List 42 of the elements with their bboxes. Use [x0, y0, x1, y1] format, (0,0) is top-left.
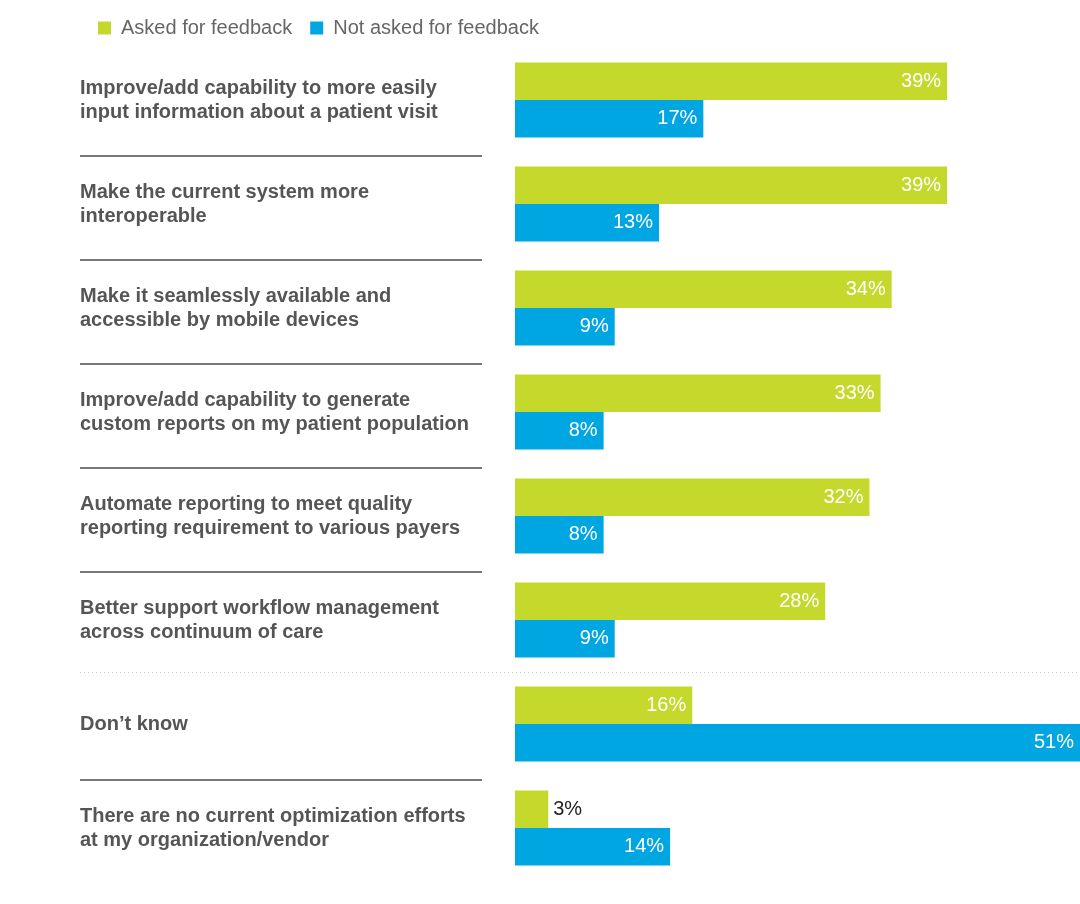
bar: [515, 166, 948, 204]
data-label: 9%: [579, 626, 609, 649]
y-tick-label: Improve/add capability to more easily input information about a patient visit: [80, 75, 439, 122]
data-label: 8%: [568, 418, 598, 441]
y-tick-label: Don’t know: [80, 711, 189, 734]
legend-label: Asked for feedback: [121, 15, 294, 38]
data-label: 14%: [624, 834, 665, 857]
data-label: 33%: [834, 380, 875, 403]
data-label: 39%: [901, 68, 942, 91]
bar: [515, 790, 549, 828]
data-label: 13%: [612, 210, 654, 233]
bar: [515, 582, 826, 620]
bar: [515, 620, 615, 658]
bar: [515, 828, 671, 866]
bar: [515, 412, 604, 450]
data-label: 28%: [779, 588, 820, 611]
data-label: 51%: [1033, 730, 1075, 753]
y-tick-label: Automate reporting to meet quality reporting requirement to various payers: [80, 491, 461, 538]
data-label: 32%: [823, 484, 864, 507]
bar: [515, 308, 615, 346]
y-tick-label: There are no current optimization efforts at my organization/vendor: [80, 803, 466, 850]
legend-label: Not asked for feedback: [333, 15, 540, 38]
bar: [515, 204, 660, 242]
data-label: 3%: [553, 796, 583, 819]
data-label: 8%: [568, 522, 598, 545]
bar: [515, 62, 948, 100]
bar: [515, 270, 892, 308]
bar: [515, 724, 1080, 762]
y-tick-label: Make the current system more interoperable: [80, 179, 370, 226]
y-tick-label: Better support workflow management across continuum of care: [80, 595, 440, 642]
y-tick-label: Make it seamlessly available and accessible by mobile devices: [80, 283, 392, 330]
bar: [515, 686, 693, 724]
data-label: 17%: [657, 106, 698, 129]
bar: [515, 516, 604, 554]
bar: [515, 374, 881, 412]
data-label: 34%: [845, 276, 886, 299]
data-label: 39%: [901, 172, 942, 195]
bar: [515, 478, 870, 516]
y-tick-label: Improve/add capability to generate custom reports on my patient population: [80, 387, 469, 434]
data-label: 16%: [646, 692, 687, 715]
data-label: 9%: [579, 314, 609, 337]
bar: [515, 100, 704, 138]
